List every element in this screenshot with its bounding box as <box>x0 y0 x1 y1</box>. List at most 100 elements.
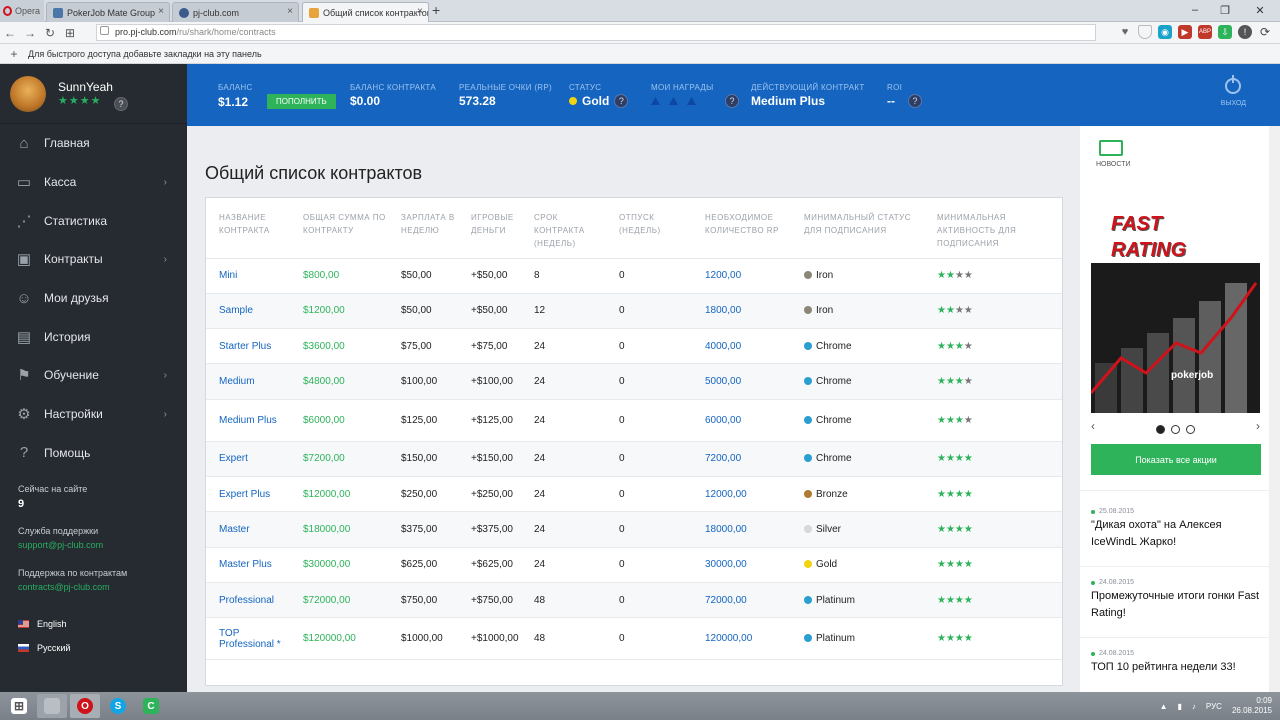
table-row[interactable]: Master Plus $30000,00 $625,00 +$625,00 24 0 30… <box>206 547 1062 583</box>
contracts-email-link[interactable]: contracts@pj-club.com <box>18 582 110 593</box>
shield-icon[interactable] <box>1138 25 1152 39</box>
table-row[interactable]: Medium $4800,00 $100,00 +$100,00 24 0 5000,00 C… <box>206 363 1062 400</box>
contract-name[interactable]: Medium <box>206 363 290 400</box>
close-tab-icon[interactable]: × <box>287 6 293 17</box>
sidebar-item-cashier[interactable]: ▭ Касса › <box>0 163 187 202</box>
forward-icon[interactable]: → <box>24 25 36 40</box>
maximize-icon[interactable]: ❐ <box>1220 4 1230 17</box>
start-button[interactable]: ⊞ <box>4 694 34 718</box>
awards-help-icon[interactable]: ? <box>725 94 739 108</box>
taskbar-skype[interactable]: S <box>103 694 133 718</box>
carousel-dot[interactable] <box>1156 424 1165 434</box>
sidebar-item-home[interactable]: ⌂ Главная <box>0 124 187 163</box>
contract-name[interactable]: Master Plus <box>206 547 290 583</box>
contract-name[interactable]: Medium Plus <box>206 399 290 442</box>
adblock-icon[interactable]: ABP <box>1198 25 1212 39</box>
browser-tab-pjclub[interactable]: pj-club.com × <box>172 2 299 22</box>
new-tab-button[interactable]: + <box>432 2 441 18</box>
news-title[interactable]: ТОП 10 рейтинга недели 33! <box>1091 661 1236 673</box>
tray-arrow-icon[interactable]: ▲ <box>1159 701 1168 711</box>
news-title[interactable]: Промежуточные итоги гонки Fast Rating! <box>1091 590 1260 619</box>
status-stat: СТАТУС Gold? <box>569 83 629 108</box>
contract-name[interactable]: Starter Plus <box>206 328 290 365</box>
support-email-link[interactable]: support@pj-club.com <box>18 540 104 551</box>
speed-dial-icon[interactable]: ⊞ <box>64 25 76 40</box>
sidebar-item-friends[interactable]: ☺ Мои друзья <box>0 279 187 318</box>
carousel-prev-icon[interactable]: ‹ <box>1091 419 1095 433</box>
sidebar-item-history[interactable]: ▤ История <box>0 317 187 356</box>
youtube-icon[interactable]: ▶ <box>1178 25 1192 39</box>
promo-banner[interactable]: FAST RATING pokerjob <box>1091 193 1260 413</box>
roi-help-icon[interactable]: ? <box>908 94 922 108</box>
browser-tab-contracts[interactable]: Общий список контрактов × <box>302 2 429 22</box>
language-russian[interactable]: Русский <box>0 643 187 653</box>
network-icon[interactable]: ▮ <box>1177 701 1182 711</box>
window-controls: – ❐ ✕ <box>1180 0 1280 20</box>
taskbar-opera[interactable]: O <box>70 694 100 718</box>
table-row[interactable]: Sample $1200,00 $50,00 +$50,00 12 0 1800,00 Iro… <box>206 293 1062 330</box>
browser-tab-pokerjob[interactable]: PokerJob Mate Group × <box>46 2 170 22</box>
news-item[interactable]: 24.08.2015 Промежуточные итоги гонки Fas… <box>1091 579 1269 622</box>
volume-icon[interactable]: ♪ <box>1191 701 1196 711</box>
table-row[interactable]: Expert Plus $12000,00 $250,00 +$250,00 24 0 12… <box>206 476 1062 513</box>
user-panel: SunnYeah ★★★★ ? <box>0 64 187 124</box>
sync-icon[interactable]: ⟳ <box>1259 25 1271 39</box>
contract-name[interactable]: Expert <box>206 441 290 477</box>
deposit-button[interactable]: ПОПОЛНИТЬ <box>267 94 336 109</box>
table-row[interactable]: Medium Plus $6000,00 $125,00 +$125,00 24 0 600… <box>206 399 1062 442</box>
opera-menu-button[interactable]: Opera <box>0 0 44 22</box>
language-indicator[interactable]: РУС <box>1205 701 1222 711</box>
avatar[interactable] <box>10 75 46 112</box>
contract-name[interactable]: Master <box>206 511 290 548</box>
close-tab-icon[interactable]: × <box>417 6 423 17</box>
help-icon[interactable]: ? <box>114 97 128 111</box>
close-tab-icon[interactable]: × <box>158 6 164 17</box>
news-label[interactable]: НОВОСТИ <box>1096 161 1131 168</box>
taskbar-app[interactable]: C <box>136 694 166 718</box>
sidebar-item-training[interactable]: ⚑ Обучение › <box>0 356 187 395</box>
table-row[interactable]: Starter Plus $3600,00 $75,00 +$75,00 24 0 4000… <box>206 328 1062 365</box>
contract-name[interactable]: Professional <box>206 582 290 619</box>
back-icon[interactable]: ← <box>4 25 16 40</box>
sidebar-item-help[interactable]: ? Помощь <box>0 434 187 473</box>
contract-name[interactable]: Expert Plus <box>206 476 290 513</box>
extension-icon[interactable]: ◉ <box>1158 25 1172 39</box>
table-row[interactable]: TOP Professional * $120000,00 $1000,00 +$10… <box>206 617 1062 661</box>
table-row[interactable]: Professional $72000,00 $750,00 +$750,00 48 0 7… <box>206 582 1062 619</box>
language-english[interactable]: English <box>0 619 187 629</box>
news-item[interactable]: 24.08.2015 ТОП 10 рейтинга недели 33! <box>1091 650 1269 676</box>
table-row[interactable]: Master $18000,00 $375,00 +$375,00 24 0 18000,0… <box>206 511 1062 548</box>
download-icon[interactable]: ⇩ <box>1218 25 1232 39</box>
close-window-icon[interactable]: ✕ <box>1255 4 1265 17</box>
sidebar-item-statistics[interactable]: ⋰ Статистика <box>0 201 187 240</box>
contract-name[interactable]: TOP Professional * <box>206 617 290 661</box>
show-all-promotions-button[interactable]: Показать все акции <box>1091 444 1261 475</box>
url-field[interactable]: pro.pj-club.com/ru/shark/home/contracts <box>96 24 1096 41</box>
status-help-icon[interactable]: ? <box>614 94 629 108</box>
table-row[interactable]: Expert $7200,00 $150,00 +$150,00 24 0 7200,00 C… <box>206 441 1062 477</box>
sidebar-item-settings[interactable]: ⚙ Настройки › <box>0 395 187 434</box>
contract-salary: $50,00 <box>388 258 458 294</box>
taskbar-explorer[interactable] <box>37 694 67 718</box>
contract-name[interactable]: Sample <box>206 293 290 330</box>
news-title[interactable]: "Дикая охота" на Алексея IceWindL Жарко! <box>1091 519 1222 548</box>
newspaper-icon[interactable] <box>1099 140 1123 156</box>
info-icon[interactable]: ! <box>1238 25 1252 39</box>
user-rating-stars: ★★★★ <box>58 95 102 107</box>
add-bookmark-icon[interactable]: + <box>10 46 18 61</box>
page-scrollbar[interactable] <box>1269 126 1280 692</box>
news-item[interactable]: 25.08.2015 "Дикая охота" на Алексея IceW… <box>1091 508 1269 551</box>
carousel-dot[interactable] <box>1171 424 1180 434</box>
heart-icon[interactable]: ♥ <box>1121 26 1129 38</box>
reload-icon[interactable]: ↻ <box>44 25 56 40</box>
clock[interactable]: 0:09 26.08.2015 <box>1232 696 1272 716</box>
contract-game-money: +$50,00 <box>458 258 521 294</box>
sidebar-item-contracts[interactable]: ▣ Контракты › <box>0 240 187 279</box>
carousel-next-icon[interactable]: › <box>1256 419 1260 433</box>
logout-button[interactable]: ВЫХОД <box>1221 75 1246 107</box>
minimize-icon[interactable]: – <box>1191 4 1199 16</box>
contract-name[interactable]: Mini <box>206 258 290 294</box>
page-info-icon[interactable] <box>100 26 109 35</box>
carousel-dot[interactable] <box>1186 424 1195 434</box>
table-row[interactable]: Mini $800,00 $50,00 +$50,00 8 0 1200,00 Iron ★★★… <box>206 258 1062 294</box>
